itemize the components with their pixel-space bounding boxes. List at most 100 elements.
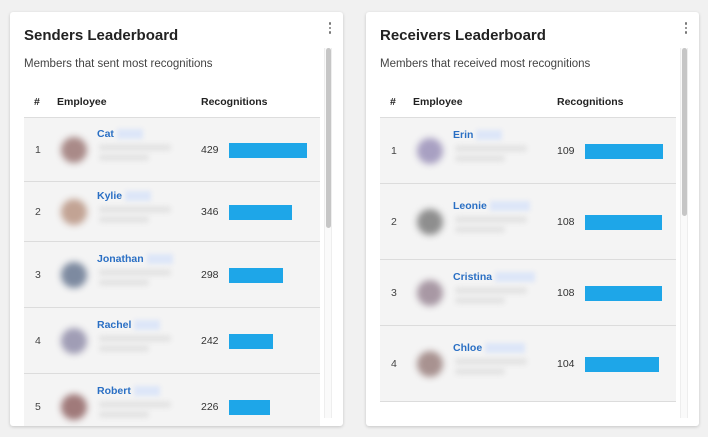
- scrollbar-thumb[interactable]: [326, 48, 331, 228]
- recognition-bar: [585, 214, 662, 230]
- table-row[interactable]: 4 Rachel 242: [24, 308, 320, 374]
- redacted-detail: [99, 206, 171, 213]
- rank-number: 2: [35, 206, 41, 218]
- recognition-bar: [229, 333, 273, 349]
- rank-number: 1: [35, 144, 41, 156]
- avatar: [61, 328, 87, 354]
- employee-name-link[interactable]: Cat: [97, 128, 143, 140]
- recognitions-column-header: Recognitions: [557, 96, 624, 108]
- leaderboard-table: # Employee Recognitions 1 Cat 429 2 Kylie 346…: [24, 92, 320, 426]
- employee-name: Leonie: [453, 200, 487, 212]
- recognition-bar: [585, 143, 663, 159]
- rank-number: 4: [391, 358, 397, 370]
- recognition-bar: [229, 204, 292, 220]
- redacted-detail: [99, 345, 149, 352]
- redacted-surname: [489, 201, 530, 212]
- redacted-surname: [485, 343, 526, 354]
- card-title: Receivers Leaderboard: [380, 27, 546, 44]
- employee-name: Robert: [97, 385, 131, 397]
- employee-name-link[interactable]: Cristina: [453, 271, 536, 283]
- employee-name-link[interactable]: Robert: [97, 385, 160, 397]
- table-row[interactable]: 2 Leonie 108: [380, 184, 676, 260]
- redacted-detail: [99, 269, 171, 276]
- avatar: [417, 138, 443, 164]
- card-subtitle: Members that received most recognitions: [380, 58, 591, 70]
- redacted-detail: [99, 216, 149, 223]
- avatar: [61, 394, 87, 420]
- employee-name: Kylie: [97, 190, 123, 202]
- table-header: # Employee Recognitions: [380, 92, 676, 118]
- redacted-detail: [455, 216, 527, 223]
- employee-name-link[interactable]: Erin: [453, 129, 503, 141]
- table-row[interactable]: 4 Chloe 104: [380, 326, 676, 402]
- redacted-surname: [146, 254, 173, 265]
- redacted-surname: [116, 129, 143, 140]
- recognition-count: 108: [557, 287, 575, 299]
- scrollbar[interactable]: [680, 48, 688, 418]
- employee-name: Jonathan: [97, 253, 144, 265]
- recognition-count: 109: [557, 145, 575, 157]
- leaderboard-table: # Employee Recognitions 1 Erin 109 2 Leonie 1…: [380, 92, 676, 402]
- avatar: [61, 137, 87, 163]
- recognition-bar: [585, 285, 662, 301]
- more-options-icon[interactable]: [327, 22, 333, 38]
- redacted-detail: [99, 335, 171, 342]
- table-header: # Employee Recognitions: [24, 92, 320, 118]
- table-row[interactable]: 3 Jonathan 298: [24, 242, 320, 308]
- table-body: 1 Cat 429 2 Kylie 346 3 Jonathan 298 4 Rachel 242 5 R…: [24, 118, 320, 426]
- scrollbar[interactable]: [324, 48, 332, 418]
- table-row[interactable]: 3 Cristina 108: [380, 260, 676, 326]
- recognition-bar: [229, 267, 283, 283]
- recognition-count: 346: [201, 206, 219, 218]
- recognition-bar: [229, 399, 270, 415]
- redacted-detail: [99, 279, 149, 286]
- rank-number: 3: [391, 287, 397, 299]
- table-row[interactable]: 5 Robert 226: [24, 374, 320, 426]
- employee-name-link[interactable]: Rachel: [97, 319, 161, 331]
- redacted-surname: [133, 386, 160, 397]
- recognition-count: 108: [557, 216, 575, 228]
- employee-name-link[interactable]: Kylie: [97, 190, 152, 202]
- redacted-detail: [455, 145, 527, 152]
- employee-name: Cristina: [453, 271, 493, 283]
- redacted-detail: [455, 287, 527, 294]
- recognition-count: 242: [201, 335, 219, 347]
- redacted-surname: [134, 320, 161, 331]
- recognition-count: 104: [557, 358, 575, 370]
- rank-number: 3: [35, 269, 41, 281]
- redacted-detail: [455, 368, 505, 375]
- redacted-surname: [495, 272, 536, 283]
- receivers-leaderboard-card: Receivers Leaderboard Members that recei…: [366, 12, 699, 426]
- senders-leaderboard-card: Senders Leaderboard Members that sent mo…: [10, 12, 343, 426]
- recognition-count: 226: [201, 401, 219, 413]
- redacted-detail: [99, 411, 149, 418]
- employee-name: Chloe: [453, 342, 483, 354]
- redacted-detail: [455, 155, 505, 162]
- rank-number: 1: [391, 145, 397, 157]
- table-row[interactable]: 2 Kylie 346: [24, 182, 320, 242]
- redacted-surname: [125, 191, 152, 202]
- avatar: [417, 209, 443, 235]
- rank-number: 2: [391, 216, 397, 228]
- employee-name: Erin: [453, 129, 474, 141]
- rank-number: 4: [35, 335, 41, 347]
- table-body: 1 Erin 109 2 Leonie 108 3 Cristina 108 4 Chloe 104: [380, 118, 676, 402]
- recognitions-column-header: Recognitions: [201, 96, 268, 108]
- employee-name-link[interactable]: Jonathan: [97, 253, 173, 265]
- avatar: [61, 199, 87, 225]
- recognition-count: 429: [201, 144, 219, 156]
- rank-number: 5: [35, 401, 41, 413]
- employee-name: Cat: [97, 128, 114, 140]
- employee-column-header: Employee: [413, 96, 463, 108]
- more-options-icon[interactable]: [683, 22, 689, 38]
- avatar: [61, 262, 87, 288]
- card-title: Senders Leaderboard: [24, 27, 179, 44]
- employee-column-header: Employee: [57, 96, 107, 108]
- table-row[interactable]: 1 Cat 429: [24, 118, 320, 182]
- table-row[interactable]: 1 Erin 109: [380, 118, 676, 184]
- scrollbar-thumb[interactable]: [682, 48, 687, 216]
- employee-name-link[interactable]: Chloe: [453, 342, 526, 354]
- employee-name-link[interactable]: Leonie: [453, 200, 530, 212]
- recognition-bar: [585, 356, 659, 372]
- redacted-detail: [99, 401, 171, 408]
